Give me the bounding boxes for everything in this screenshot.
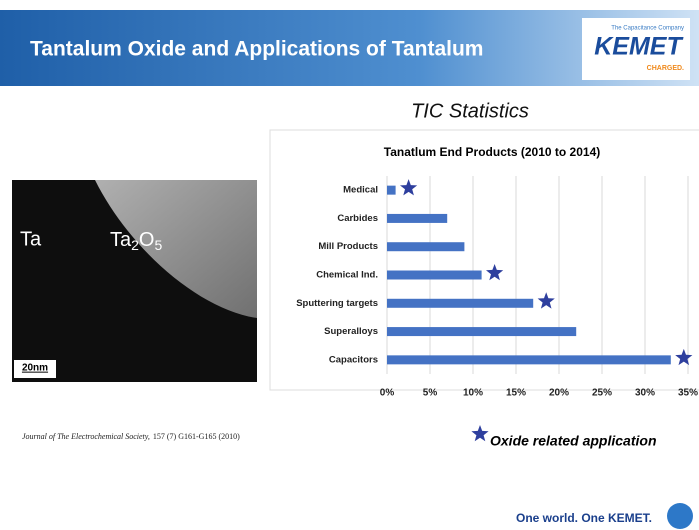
globe-icon <box>667 503 693 529</box>
x-tick-label: 0% <box>380 388 395 399</box>
x-tick-label: 10% <box>463 388 483 399</box>
logo-tagline: The Capacitance Company <box>611 26 684 32</box>
oxide-marker <box>400 179 418 196</box>
chart: Tanatlum End Products (2010 to 2014) 0% 5… <box>296 145 698 398</box>
y-tick-label: Carbides <box>337 213 378 224</box>
footer: One world. One KEMET. <box>516 511 652 525</box>
oxide-marker <box>537 292 555 309</box>
bar <box>387 185 396 195</box>
y-tick-label: Capacitors <box>329 354 378 365</box>
scale-box <box>14 360 56 378</box>
legend-label: Oxide related application <box>490 433 657 449</box>
subtitle: TIC Statistics <box>411 100 529 122</box>
x-tick-label: 35% <box>678 388 698 399</box>
y-tick-label: Chemical Ind. <box>316 270 378 281</box>
logo-box <box>582 18 690 80</box>
chart-frame <box>269 129 699 391</box>
chart-title: Tanatlum End Products (2010 to 2014) <box>384 145 601 159</box>
y-tick-label: Medical <box>343 185 378 196</box>
bar <box>387 270 482 280</box>
x-tick-label: 20% <box>549 388 569 399</box>
bar <box>387 298 534 308</box>
header-title: Tantalum Oxide and Applications of Tanta… <box>30 38 483 61</box>
bar <box>387 213 448 223</box>
logo-slogan: CHARGED. <box>647 65 684 72</box>
scale-label: 20nm <box>22 363 48 374</box>
image-label: Ta <box>20 228 42 250</box>
y-tick-label: Superalloys <box>324 326 378 337</box>
oxide-region <box>95 180 257 318</box>
image-label: Ta2O5 <box>110 229 162 252</box>
oxide-marker <box>486 264 504 281</box>
oxide-marker <box>675 348 693 366</box>
logo: KEMET <box>594 33 684 61</box>
citation-details: 157 (7) G161-G165 (2010) <box>153 432 240 441</box>
y-tick-label: Mill Products <box>318 241 378 252</box>
label-part: O <box>139 229 155 251</box>
x-tick-label: 25% <box>592 388 612 399</box>
citation: Journal of The Electrochemical Society, 1… <box>22 432 240 441</box>
label-part: Ta <box>110 229 132 251</box>
label-part: 5 <box>154 237 162 253</box>
x-tick-label: 30% <box>635 388 655 399</box>
x-tick-label: 5% <box>423 388 438 399</box>
bar <box>387 242 465 252</box>
legend-marker <box>471 425 489 442</box>
x-tick-label: 15% <box>506 388 526 399</box>
label-part: 2 <box>131 237 139 253</box>
bar <box>387 355 671 365</box>
y-tick-label: Sputtering targets <box>296 298 378 309</box>
citation-journal: Journal of The Electrochemical Society, <box>22 432 150 441</box>
bar <box>387 327 577 337</box>
